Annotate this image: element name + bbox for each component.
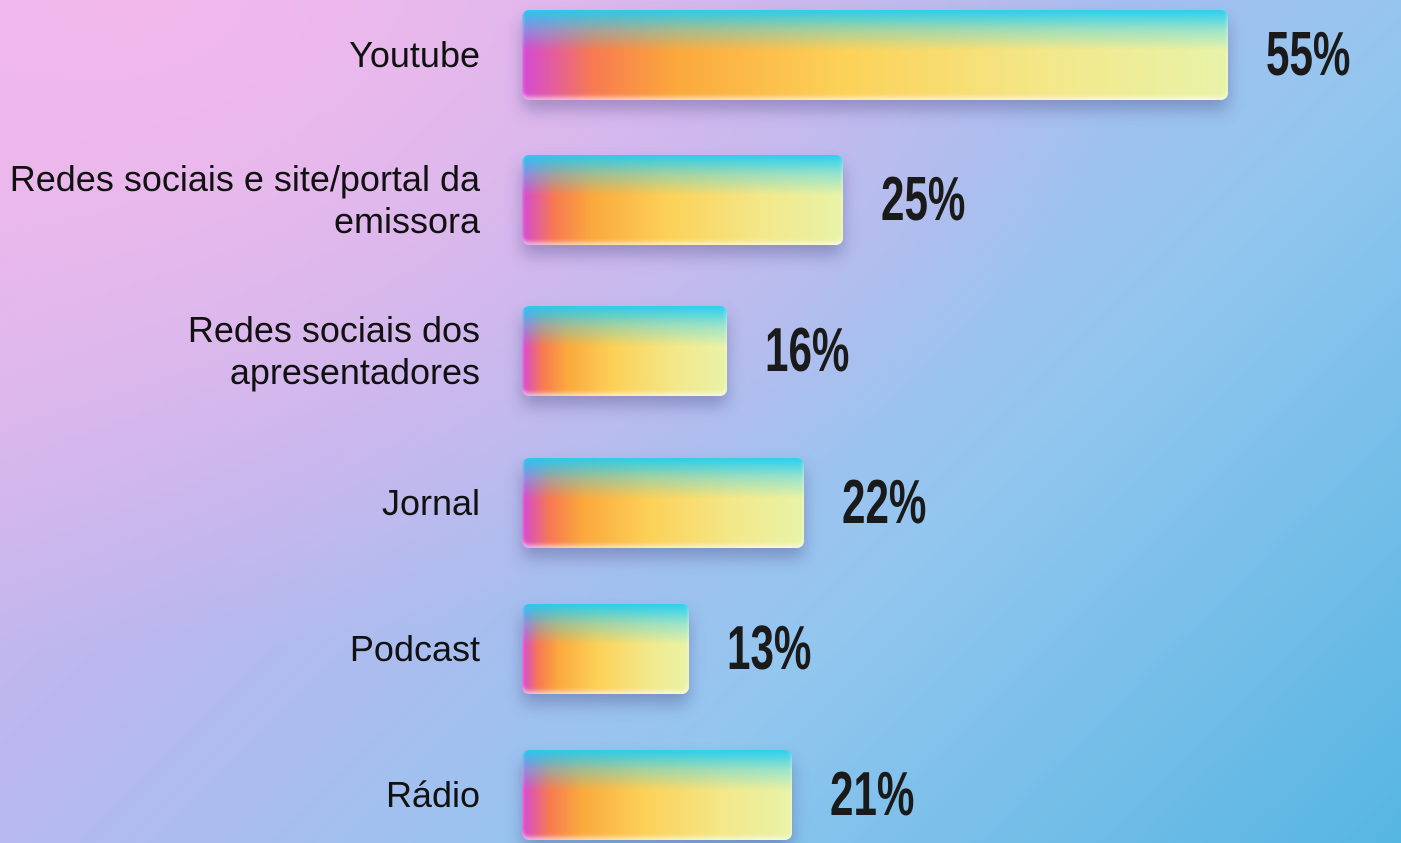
category-label: Redes sociais dos apresentadores	[187, 309, 480, 392]
category-label: Youtube	[349, 34, 480, 75]
bar	[522, 458, 805, 548]
value-label: 22%	[842, 468, 927, 537]
bar	[522, 306, 728, 396]
value-label: 25%	[880, 165, 966, 234]
value-label: 13%	[726, 614, 812, 683]
category-label: Jornal	[381, 482, 480, 523]
value-label: 16%	[765, 316, 850, 385]
category-label: Rádio	[385, 774, 480, 815]
category-label: Redes sociais e site/portal da emissora	[9, 158, 480, 241]
bar	[522, 155, 843, 245]
value-label: 21%	[829, 760, 914, 829]
bar	[522, 604, 689, 694]
value-label: 55%	[1266, 20, 1351, 89]
bar	[522, 750, 792, 840]
category-label: Podcast	[349, 628, 480, 669]
bar	[522, 10, 1228, 100]
